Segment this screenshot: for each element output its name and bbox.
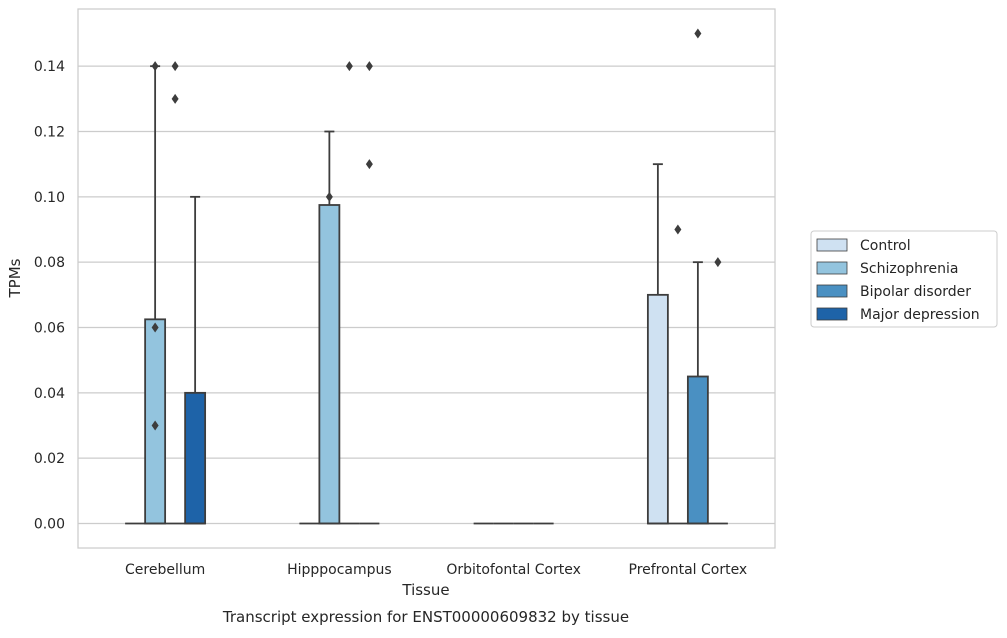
outlier-point [365, 61, 373, 72]
box-group [184, 195, 207, 525]
legend-swatch [816, 261, 848, 275]
outlier-point [345, 61, 353, 72]
x-tick-label: Prefrontal Cortex [629, 562, 748, 578]
x-axis-label: Tissue [401, 581, 449, 599]
y-tick-label: 0.06 [34, 321, 65, 337]
y-tick-label: 0.10 [34, 190, 65, 206]
box-group [686, 28, 709, 525]
legend-swatch [816, 284, 848, 298]
outlier-point [674, 224, 682, 235]
y-tick-label: 0.08 [34, 255, 65, 271]
legend-label: Control [860, 238, 911, 254]
box-group [318, 130, 341, 525]
y-tick-label: 0.00 [34, 517, 65, 533]
legend-label: Schizophrenia [860, 261, 958, 277]
box-group [646, 163, 669, 525]
chart-title: Transcript expression for ENST0000060983… [222, 608, 629, 626]
legend-frame [810, 230, 998, 328]
outlier-point [151, 420, 159, 431]
legend-swatch [816, 238, 848, 252]
y-tick-label: 0.12 [34, 125, 65, 141]
y-tick-label: 0.02 [34, 451, 65, 467]
outlier-point [325, 191, 333, 202]
legend-label: Bipolar disorder [860, 284, 971, 300]
box [184, 391, 207, 525]
box [318, 204, 341, 525]
outlier-point [365, 159, 373, 170]
legend-swatch [816, 307, 848, 321]
box-group [707, 257, 728, 525]
box-group [144, 61, 167, 525]
box-group [667, 224, 688, 525]
box-group [165, 61, 186, 525]
outlier-point [171, 61, 179, 72]
box [686, 375, 709, 525]
outlier-point [151, 322, 159, 333]
tick-layer: 0.00 0.02 0.04 0.06 0.08 0.10 0.12 0.14 Cerebell… [34, 59, 747, 578]
box [646, 293, 669, 525]
y-axis-label: TPMs [6, 258, 24, 298]
y-tick-label: 0.04 [34, 386, 65, 402]
box-layer [125, 28, 728, 525]
plot-frame [77, 8, 776, 549]
x-tick-label: Orbitofontal Cortex [446, 562, 581, 578]
box-group [339, 61, 360, 525]
outlier-point [171, 93, 179, 104]
outlier-point [714, 257, 722, 268]
y-tick-label: 0.14 [34, 59, 65, 75]
x-tick-label: Cerebellum [125, 562, 205, 578]
legend-label: Major depression [860, 307, 980, 323]
box-group [359, 61, 380, 525]
legend: Control Schizophrenia Bipolar disorder Majo… [810, 230, 998, 328]
outlier-point [151, 61, 159, 72]
x-tick-label: Hipppocampus [287, 562, 392, 578]
outlier-point [694, 28, 702, 39]
